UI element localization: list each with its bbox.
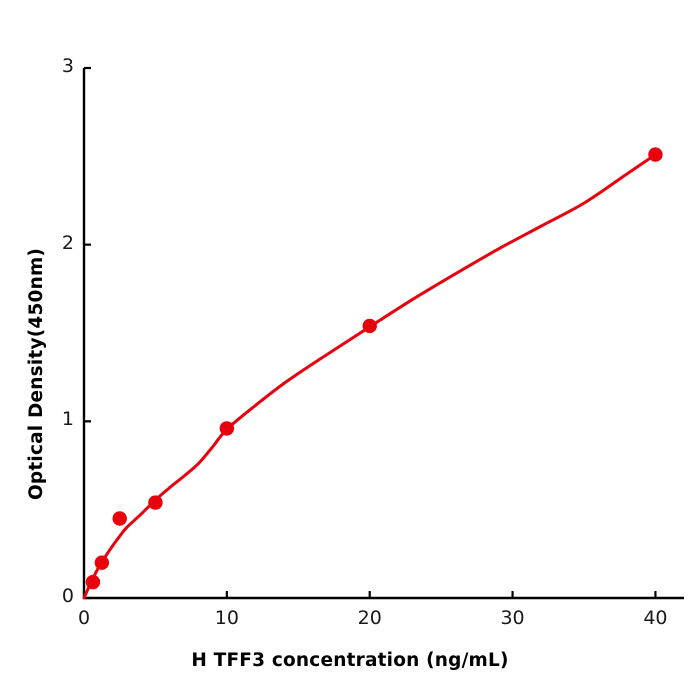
y-tick-label-0: 0 — [61, 585, 74, 607]
y-tick-label-3: 3 — [61, 55, 74, 77]
data-points — [85, 147, 663, 590]
data-point — [362, 318, 377, 334]
data-point — [85, 574, 101, 590]
data-point — [94, 555, 110, 570]
data-point — [219, 421, 235, 436]
y-tick-label-1: 1 — [61, 408, 74, 431]
fit-curve — [82, 153, 657, 600]
y-tick-label-2: 2 — [61, 231, 74, 254]
x-tick-label-0: 0 — [77, 607, 91, 629]
x-axis-title: H TFF3 concentration (ng/mL) — [191, 650, 509, 671]
data-point — [148, 495, 163, 510]
x-tick-label-30: 30 — [500, 607, 525, 629]
x-tick-label-10: 10 — [214, 607, 239, 629]
x-tick-label-20: 20 — [357, 607, 382, 629]
x-tick-label-40: 40 — [643, 607, 668, 629]
data-point — [648, 147, 663, 162]
y-axis-title: Optical Density(450nm) — [26, 247, 47, 500]
data-point — [112, 511, 127, 526]
axis-lines — [82, 68, 684, 600]
